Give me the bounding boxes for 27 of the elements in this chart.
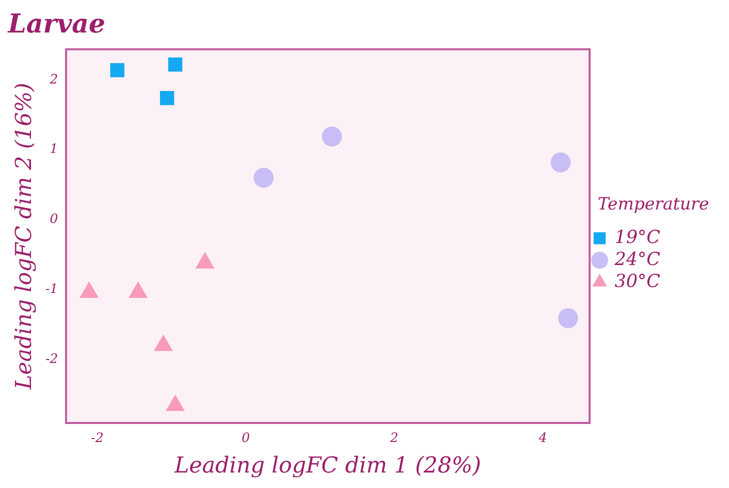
point (128, 281, 148, 298)
x-tick-label: 0 (242, 431, 250, 446)
legend-label: 24°C (614, 248, 661, 270)
point (550, 152, 571, 172)
x-axis-title: Leading logFC dim 1 (28%) (174, 454, 482, 479)
point (195, 252, 214, 268)
x-tick-label: -2 (90, 431, 104, 446)
point (110, 63, 124, 78)
point (80, 281, 99, 298)
y-tick-label: -1 (45, 282, 58, 297)
legend-label: 19°C (614, 226, 661, 248)
x-tick-label: 2 (389, 431, 398, 446)
y-tick-label: 2 (48, 72, 58, 88)
x-tick-label: 4 (538, 431, 547, 446)
point (322, 126, 342, 147)
chart-title: Larvae (7, 9, 106, 40)
legend-label: 30°C (614, 270, 661, 292)
y-tick-label: 1 (50, 142, 58, 158)
y-tick-label: 0 (50, 212, 58, 228)
legend-title: Temperature (598, 194, 709, 215)
point (160, 91, 174, 106)
point (168, 58, 182, 72)
point (166, 394, 185, 412)
y-axis-title: Leading logFC dim 2 (16%) (12, 82, 37, 390)
point (154, 334, 173, 351)
point (254, 168, 274, 188)
y-tick-label: -2 (45, 352, 58, 367)
